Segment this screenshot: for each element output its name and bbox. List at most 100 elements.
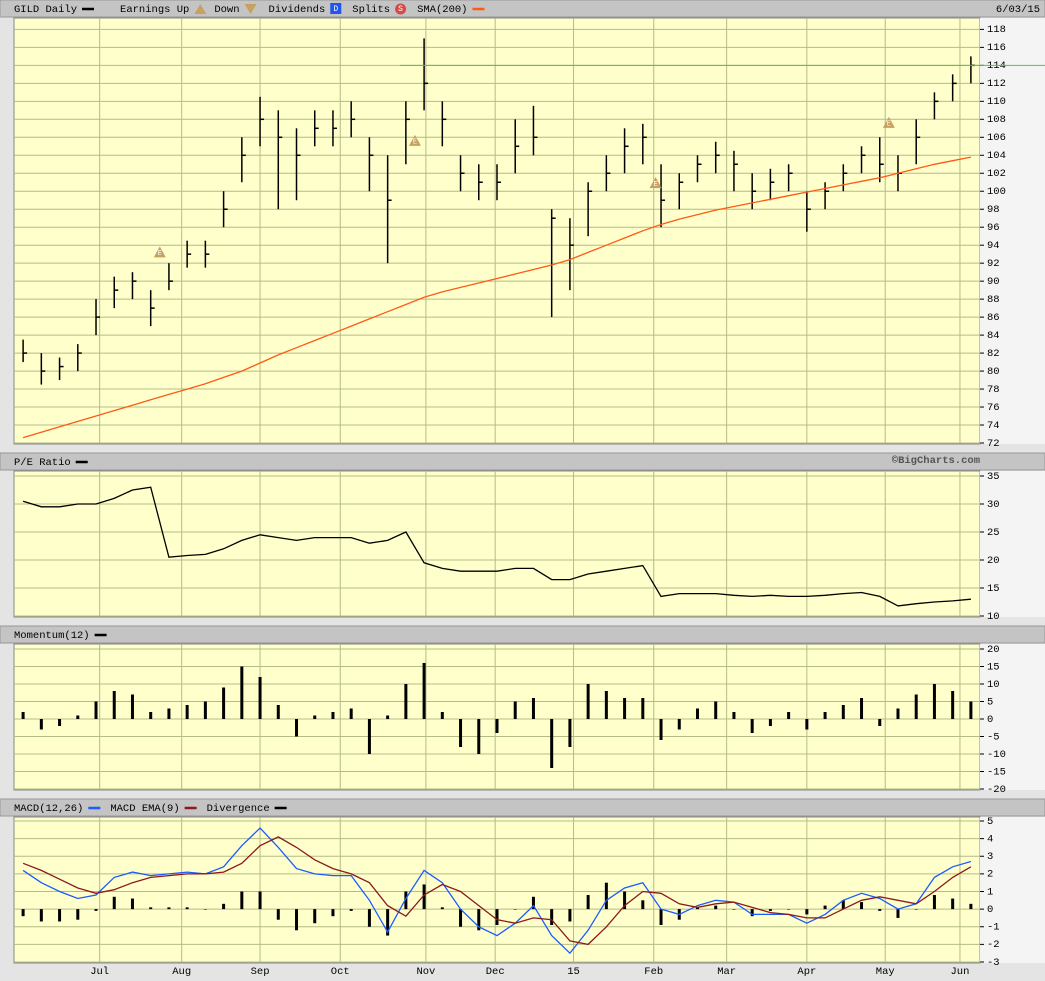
y-tick-label: 0 xyxy=(987,904,993,916)
panel-header xyxy=(0,0,1045,18)
legend-label: GILD Daily xyxy=(14,4,77,16)
bar xyxy=(203,909,207,910)
series-line xyxy=(22,486,971,607)
bar xyxy=(586,684,590,719)
bar xyxy=(531,896,535,910)
y-tick-label: 100 xyxy=(987,186,1006,198)
bar xyxy=(167,907,171,910)
bar xyxy=(331,712,335,719)
legend-label: MACD EMA(9) xyxy=(110,803,179,815)
bar xyxy=(732,909,736,910)
bar xyxy=(422,663,426,719)
date-label: 6/03/15 xyxy=(996,4,1040,16)
bar xyxy=(386,909,390,936)
y-tick-label: 25 xyxy=(987,527,1000,539)
bar xyxy=(951,898,955,910)
bar xyxy=(331,909,335,917)
bar xyxy=(568,719,572,747)
y-tick-label: 10 xyxy=(987,679,1000,691)
bar xyxy=(750,909,754,917)
bar xyxy=(714,701,718,719)
y-tick-label: 114 xyxy=(987,60,1006,72)
bar xyxy=(550,719,554,768)
bar xyxy=(623,891,627,910)
bar xyxy=(951,691,955,719)
bar xyxy=(768,909,772,911)
y-tick-label: 84 xyxy=(987,330,1000,342)
bar xyxy=(222,687,226,719)
bar xyxy=(531,698,535,719)
y-tick-label: -5 xyxy=(987,731,1000,743)
bar xyxy=(823,905,827,910)
bar xyxy=(896,708,900,719)
bar xyxy=(787,909,791,910)
y-tick-label: 10 xyxy=(987,611,1000,623)
y-tick-label: 15 xyxy=(987,661,1000,673)
bar xyxy=(513,909,517,910)
legend-icon xyxy=(330,3,342,14)
legend-label: P/E Ratio xyxy=(14,457,71,469)
bar xyxy=(459,909,463,927)
bar xyxy=(750,719,754,733)
bar xyxy=(604,882,608,910)
x-tick-label: Dec xyxy=(486,966,505,978)
legend-icon-label: S xyxy=(398,5,403,14)
bar xyxy=(39,909,43,922)
earnings-marker xyxy=(408,134,421,146)
axis-area xyxy=(980,471,1045,617)
earnings-marker xyxy=(153,246,166,258)
bar xyxy=(76,909,80,920)
bar xyxy=(914,909,918,910)
source-label: ©BigCharts.com xyxy=(892,455,980,467)
earnings-marker-label: E xyxy=(158,250,162,258)
bar xyxy=(568,909,572,922)
y-tick-label: 88 xyxy=(987,294,1000,306)
bar xyxy=(768,719,772,726)
y-tick-label: -20 xyxy=(987,784,1006,796)
bar xyxy=(58,909,62,922)
bar xyxy=(440,907,444,910)
y-tick-label: 20 xyxy=(987,555,1000,567)
bar xyxy=(295,719,299,737)
x-tick-label: 15 xyxy=(567,966,580,978)
bar xyxy=(58,719,62,726)
y-tick-label: 106 xyxy=(987,132,1006,144)
legend-label: Dividends xyxy=(269,4,326,16)
plot-area xyxy=(13,17,981,445)
bar xyxy=(932,684,936,719)
bar xyxy=(805,909,809,915)
bar xyxy=(969,701,973,719)
bar xyxy=(313,909,317,924)
bar xyxy=(149,712,153,719)
earnings-marker-label: E xyxy=(887,121,891,129)
plot-area xyxy=(13,470,981,618)
y-tick-label: 2 xyxy=(987,869,993,881)
plot-area xyxy=(13,816,981,964)
bar xyxy=(659,719,663,740)
axis-area xyxy=(980,817,1045,963)
bar xyxy=(130,694,134,719)
bar xyxy=(258,891,262,910)
y-tick-label: 5 xyxy=(987,696,993,708)
x-tick-label: Apr xyxy=(797,966,816,978)
bar xyxy=(295,909,299,931)
x-tick-label: Feb xyxy=(644,966,663,978)
legend-icon xyxy=(194,4,207,14)
bar xyxy=(513,701,517,719)
x-tick-label: Jul xyxy=(90,966,109,978)
y-tick-label: 92 xyxy=(987,258,1000,270)
legend-label: Momentum(12) xyxy=(14,630,90,642)
panel-header xyxy=(0,625,1045,644)
bar xyxy=(349,909,353,911)
bar xyxy=(21,712,25,719)
bar xyxy=(495,719,499,733)
x-tick-label: Mar xyxy=(717,966,736,978)
earnings-marker xyxy=(649,177,662,189)
bar xyxy=(112,896,116,910)
series-line xyxy=(22,156,972,439)
bar xyxy=(477,719,481,754)
y-tick-label: 0 xyxy=(987,714,993,726)
bar xyxy=(623,698,627,719)
bar xyxy=(860,698,864,719)
y-tick-label: 80 xyxy=(987,366,1000,378)
